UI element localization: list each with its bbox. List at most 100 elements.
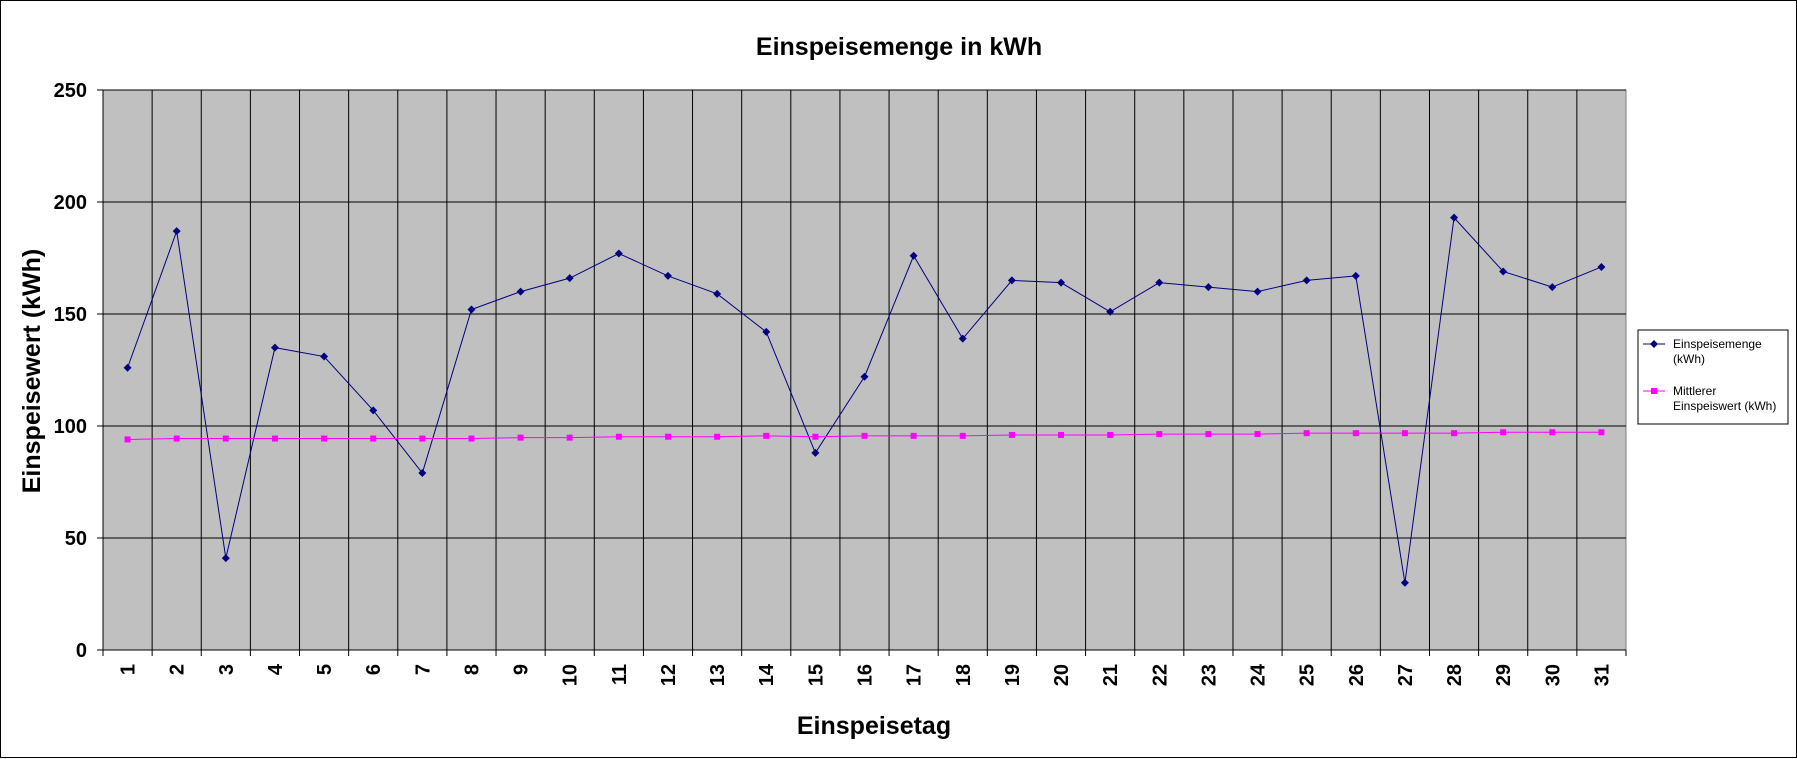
x-tick-label: 22 [1149, 664, 1171, 686]
data-point [1597, 262, 1606, 271]
data-point [1548, 283, 1557, 292]
data-point [467, 305, 476, 314]
y-tick-label: 0 [76, 640, 87, 662]
data-point [1303, 430, 1310, 437]
x-tick-label: 28 [1444, 664, 1466, 686]
data-point [566, 434, 573, 441]
x-tick-label: 16 [855, 664, 877, 686]
x-tick-label: 15 [805, 664, 827, 686]
data-point [1500, 429, 1507, 436]
y-axis-title: Einspeisewert (kWh) [18, 249, 46, 494]
legend-marker [1650, 340, 1658, 348]
x-axis-title: Einspeisetag [797, 712, 951, 740]
data-point [1401, 430, 1408, 437]
x-tick-label: 25 [1297, 664, 1319, 686]
x-tick-label: 18 [953, 664, 975, 686]
x-tick-label: 2 [167, 664, 189, 675]
data-point [910, 432, 917, 439]
x-tick-label: 6 [363, 664, 385, 675]
data-point [1400, 578, 1409, 587]
data-point [1351, 271, 1360, 280]
data-point [1106, 307, 1115, 316]
x-tick-label: 20 [1051, 664, 1073, 686]
data-point [1451, 430, 1458, 437]
data-point [714, 433, 721, 440]
data-point [1549, 429, 1556, 436]
x-tick-label: 14 [756, 663, 778, 686]
x-tick-label: 29 [1493, 664, 1515, 686]
data-point [419, 435, 426, 442]
x-tick-label: 3 [216, 664, 238, 675]
x-tick-label: 9 [511, 664, 533, 675]
data-point [713, 289, 722, 298]
data-point [1352, 430, 1359, 437]
x-tick-label: 17 [904, 664, 926, 686]
x-tick-label: 23 [1198, 664, 1220, 686]
data-point [615, 433, 622, 440]
data-point [1253, 287, 1262, 296]
data-point [123, 363, 132, 372]
data-point [468, 435, 475, 442]
data-point [909, 251, 918, 260]
data-point [860, 372, 869, 381]
data-point [763, 432, 770, 439]
data-point [221, 554, 230, 563]
data-point [1107, 431, 1114, 438]
x-tick-label: 1 [118, 664, 140, 675]
x-tick-label: 26 [1346, 664, 1368, 686]
x-tick-label: 19 [1002, 664, 1024, 686]
x-tick-label: 31 [1591, 664, 1613, 686]
data-point [762, 327, 771, 336]
data-point [517, 434, 524, 441]
data-point [812, 433, 819, 440]
data-point [172, 227, 181, 236]
data-point [370, 435, 377, 442]
data-point [418, 469, 427, 478]
data-point [1204, 283, 1213, 292]
y-tick-label: 200 [54, 192, 87, 214]
data-point [1499, 267, 1508, 276]
data-point [1156, 431, 1163, 438]
data-point [1598, 429, 1605, 436]
legend-label: (kWh) [1673, 352, 1705, 366]
legend-marker [1651, 388, 1657, 394]
data-point [270, 343, 279, 352]
x-tick-label: 13 [707, 664, 729, 686]
data-point [959, 432, 966, 439]
data-point [1302, 276, 1311, 285]
y-tick-label: 50 [65, 528, 87, 550]
legend-label: Mittlerer [1673, 384, 1716, 398]
data-point [271, 435, 278, 442]
x-tick-label: 4 [265, 663, 287, 675]
x-tick-label: 21 [1100, 664, 1122, 686]
chart-title: Einspeisemenge in kWh [756, 33, 1042, 61]
legend-label: Einspeisemenge [1673, 337, 1762, 351]
x-tick-label: 27 [1395, 664, 1417, 686]
data-point [663, 271, 672, 280]
y-tick-label: 100 [54, 416, 87, 438]
x-tick-label: 7 [412, 664, 434, 675]
data-point [1057, 278, 1066, 287]
data-point [1007, 276, 1016, 285]
data-point [958, 334, 967, 343]
y-tick-label: 150 [54, 304, 87, 326]
data-point [1254, 431, 1261, 438]
data-point [664, 433, 671, 440]
legend: Einspeisemenge(kWh) MittlererEinspeiswert… [1637, 329, 1789, 425]
data-point [124, 436, 131, 443]
data-point [1155, 278, 1164, 287]
data-point [321, 435, 328, 442]
x-tick-label: 24 [1248, 663, 1270, 686]
x-tick-label: 11 [609, 664, 631, 685]
x-tick-label: 10 [560, 664, 582, 686]
plot-background [102, 89, 1627, 651]
data-point [1205, 431, 1212, 438]
data-point [516, 287, 525, 296]
x-tick-label: 30 [1542, 664, 1564, 686]
data-point [614, 249, 623, 258]
data-point [320, 352, 329, 361]
data-point [811, 448, 820, 457]
data-point [222, 435, 229, 442]
